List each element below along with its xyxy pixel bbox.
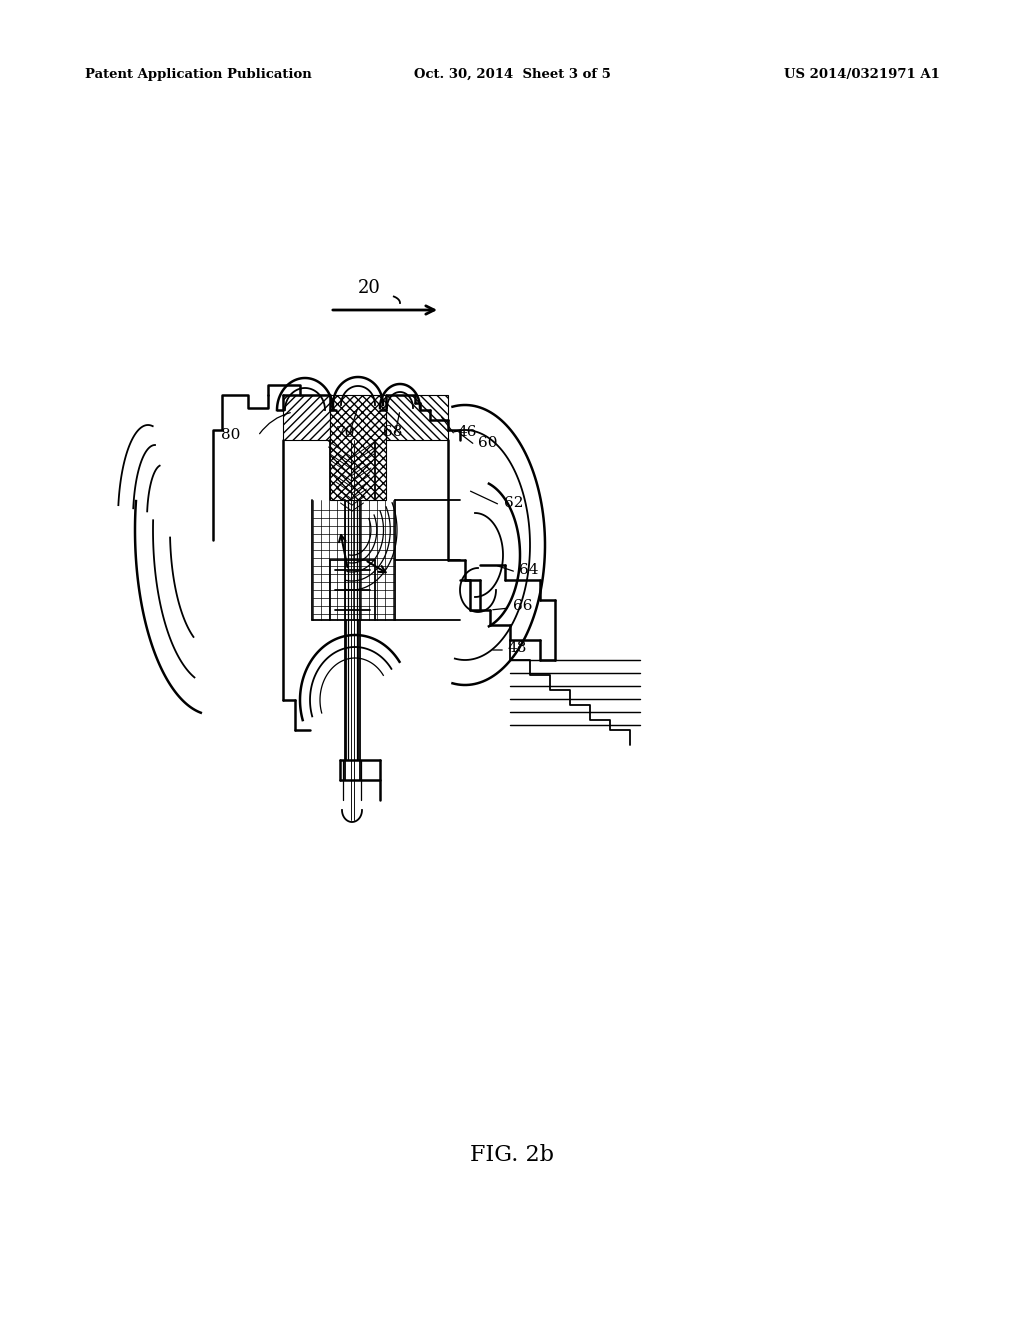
Text: 70: 70 [336,426,355,440]
Polygon shape [386,395,449,440]
Text: US 2014/0321971 A1: US 2014/0321971 A1 [784,69,940,81]
Text: Patent Application Publication: Patent Application Publication [85,69,311,81]
Text: 64: 64 [519,564,539,577]
Text: 62: 62 [504,496,523,510]
Text: Oct. 30, 2014  Sheet 3 of 5: Oct. 30, 2014 Sheet 3 of 5 [414,69,610,81]
Text: 48: 48 [508,642,527,655]
Text: 68: 68 [383,425,402,440]
Text: 60: 60 [478,436,498,450]
Text: 66: 66 [513,599,532,612]
Polygon shape [330,395,386,500]
Text: FIG. 2b: FIG. 2b [470,1144,554,1166]
Polygon shape [283,395,330,440]
Text: 80: 80 [221,428,241,442]
Text: 46: 46 [458,425,477,440]
Text: 20: 20 [358,279,381,297]
